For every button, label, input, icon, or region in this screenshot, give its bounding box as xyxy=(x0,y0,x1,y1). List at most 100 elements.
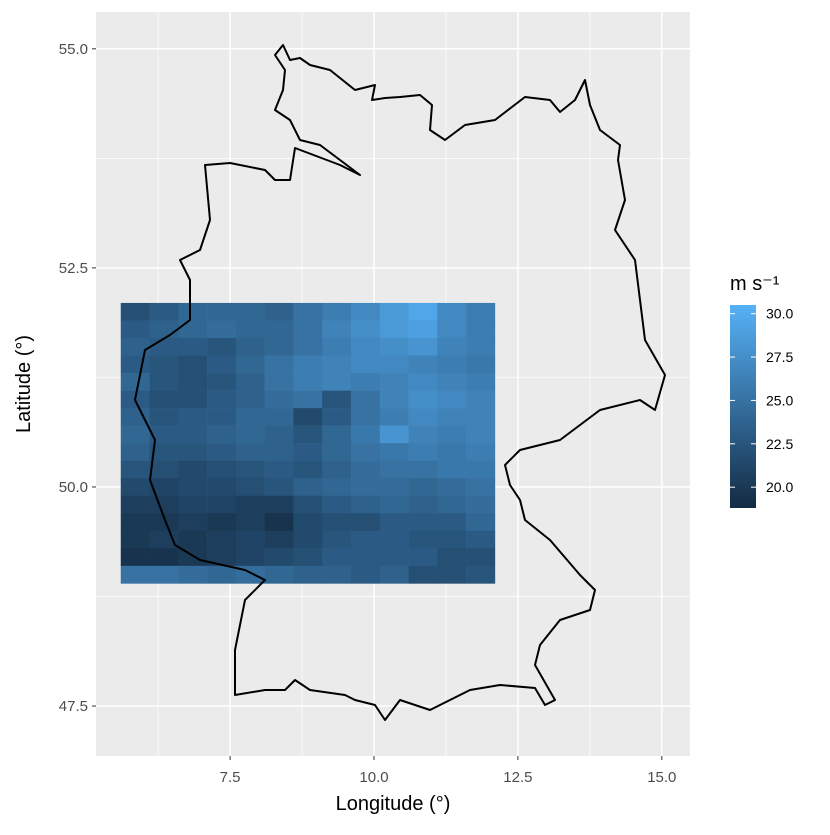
y-tick-label: 50.0 xyxy=(59,479,88,496)
cell xyxy=(322,565,352,584)
cell xyxy=(293,302,323,321)
cell xyxy=(178,443,208,461)
cell xyxy=(350,478,381,497)
cell xyxy=(178,373,208,391)
cell xyxy=(207,390,237,409)
cell xyxy=(293,460,323,479)
cell xyxy=(264,355,294,374)
cell xyxy=(466,565,496,584)
colorbar-label: 30.0 xyxy=(766,306,793,322)
cell xyxy=(207,443,237,461)
x-axis-title: Longitude (°) xyxy=(336,793,451,815)
cell xyxy=(149,548,179,567)
cell xyxy=(149,530,179,549)
cell xyxy=(293,548,323,567)
cell xyxy=(264,408,294,426)
cell xyxy=(149,373,179,391)
cell xyxy=(293,513,323,532)
cell xyxy=(437,565,467,584)
cell xyxy=(379,513,409,532)
cell xyxy=(466,320,496,339)
cell xyxy=(408,530,438,549)
cell xyxy=(379,355,409,374)
cell xyxy=(350,548,381,567)
x-tick-label: 15.0 xyxy=(647,769,676,786)
cell xyxy=(466,373,496,391)
cell xyxy=(178,408,208,426)
cell xyxy=(437,408,467,426)
cell xyxy=(466,390,496,409)
cell xyxy=(149,408,179,426)
cell xyxy=(235,425,265,444)
cell xyxy=(264,337,294,356)
x-tick-label: 12.5 xyxy=(503,769,532,786)
cell xyxy=(264,495,294,514)
cell xyxy=(437,320,467,339)
cell xyxy=(264,548,294,567)
cell xyxy=(408,565,438,584)
cell xyxy=(350,373,381,391)
cell xyxy=(264,460,294,479)
cell xyxy=(120,373,150,391)
cell xyxy=(120,495,150,514)
cell xyxy=(466,443,496,461)
cell xyxy=(293,530,323,549)
cell xyxy=(322,320,352,339)
cell xyxy=(149,443,179,461)
cell xyxy=(149,302,179,321)
cell xyxy=(178,425,208,444)
cell xyxy=(379,478,409,497)
cell xyxy=(322,302,352,321)
cell xyxy=(379,320,409,339)
cell xyxy=(379,373,409,391)
x-tick-label: 10.0 xyxy=(359,769,388,786)
cell xyxy=(322,530,352,549)
cell xyxy=(437,390,467,409)
cell xyxy=(293,337,323,356)
cell xyxy=(264,443,294,461)
y-tick-label: 55.0 xyxy=(59,41,88,58)
cell xyxy=(235,530,265,549)
cell xyxy=(293,478,323,497)
cell xyxy=(379,443,409,461)
cell xyxy=(207,320,237,339)
cell xyxy=(322,425,352,444)
x-tick-label: 7.5 xyxy=(220,769,241,786)
cell xyxy=(264,302,294,321)
colorbar-label: 25.0 xyxy=(766,392,793,408)
cell xyxy=(379,530,409,549)
cell xyxy=(149,478,179,497)
cell xyxy=(149,355,179,374)
cell xyxy=(350,495,381,514)
cell xyxy=(293,408,323,426)
cell xyxy=(350,390,381,409)
cell xyxy=(178,478,208,497)
cell xyxy=(379,565,409,584)
cell xyxy=(264,373,294,391)
cell xyxy=(207,478,237,497)
cell xyxy=(207,565,237,584)
cell xyxy=(350,530,381,549)
cell xyxy=(178,495,208,514)
cell xyxy=(120,478,150,497)
cell xyxy=(207,408,237,426)
cell xyxy=(379,548,409,567)
cell xyxy=(235,408,265,426)
cell xyxy=(350,337,381,356)
cell xyxy=(178,337,208,356)
cell xyxy=(350,513,381,532)
cell xyxy=(207,513,237,532)
colorbar xyxy=(730,305,756,508)
cell xyxy=(235,460,265,479)
cell xyxy=(379,337,409,356)
cell xyxy=(178,530,208,549)
cell xyxy=(408,355,438,374)
cell xyxy=(120,513,150,532)
cell xyxy=(178,460,208,479)
cell xyxy=(120,355,150,374)
cell xyxy=(322,478,352,497)
cell xyxy=(293,565,323,584)
cell xyxy=(207,373,237,391)
